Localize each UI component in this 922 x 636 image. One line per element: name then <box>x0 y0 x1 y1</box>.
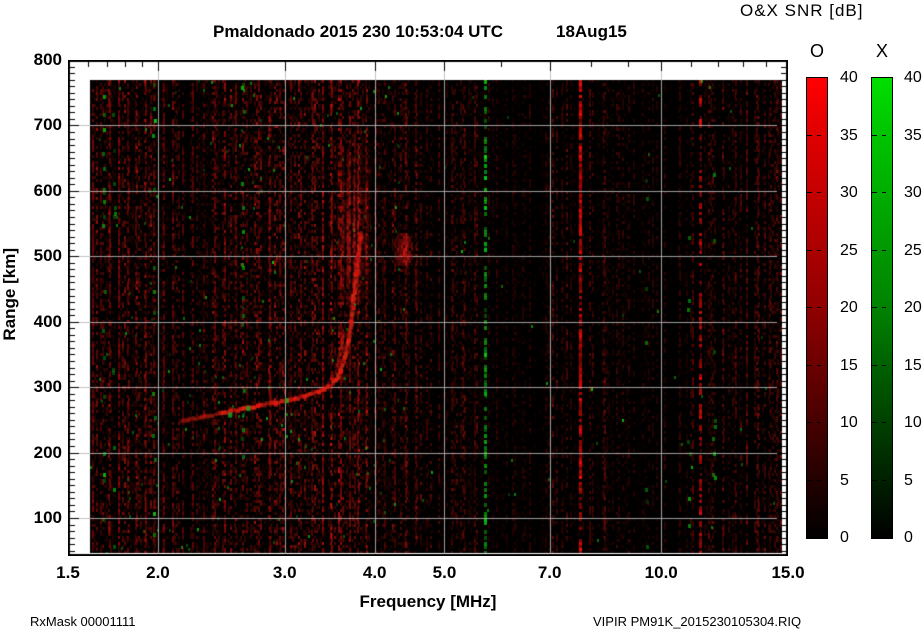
colorbar-tick-label: 30 <box>904 184 922 201</box>
rxmask-label: RxMask 00001111 <box>30 614 136 629</box>
colorbar-tick-label: 20 <box>904 299 922 316</box>
colorbar-tick-label: 15 <box>840 356 858 374</box>
colorbar-title: O&X SNR [dB] <box>740 1 864 20</box>
page-title: Pmaldonado 2015 230 10:53:04 UTC <box>213 22 504 41</box>
colorbar-tick <box>807 134 821 136</box>
colorbar-tick <box>872 422 886 423</box>
colorbar-tick <box>807 192 821 193</box>
colorbar-tick <box>807 307 821 308</box>
colorbar-o-gradient <box>806 77 828 539</box>
colorbar-tick <box>807 422 821 423</box>
y-tick-label: 100 <box>33 508 62 527</box>
colorbar-tick <box>872 192 886 193</box>
colorbar-tick-label: 10 <box>904 414 922 431</box>
colorbar-tick-label: 30 <box>840 184 858 201</box>
colorbar-tick <box>807 249 821 251</box>
date-label: 18Aug15 <box>556 22 627 41</box>
y-tick-label: 200 <box>33 442 62 462</box>
x-tick-label: 15.0 <box>771 563 805 582</box>
plot-area <box>68 60 788 556</box>
colorbar-tick <box>872 307 886 308</box>
x-tick-label: 1.5 <box>56 563 80 582</box>
colorbar-tick-label: 40 <box>840 69 858 86</box>
y-tick-label: 700 <box>33 115 62 135</box>
colorbar-tick-label: 5 <box>904 471 913 489</box>
colorbar-tick <box>807 364 821 366</box>
y-tick-label: 600 <box>33 180 62 200</box>
x-tick-label: 10.0 <box>644 563 678 582</box>
colorbar-tick-label: 20 <box>840 299 858 316</box>
colorbar-tick-label: 40 <box>904 69 922 86</box>
x-tick-label: 4.0 <box>362 563 387 582</box>
y-tick-label: 500 <box>33 246 62 266</box>
colorbar-tick-label: 5 <box>840 471 849 489</box>
colorbar-tick-label: 35 <box>840 126 858 144</box>
colorbar-tick <box>807 479 821 481</box>
colorbar-tick <box>872 479 886 481</box>
y-tick-label: 800 <box>33 50 62 69</box>
x-tick-label: 2.0 <box>146 563 170 582</box>
x-tick-label: 5.0 <box>432 563 457 582</box>
ionogram-canvas <box>68 60 788 556</box>
colorbar-tick <box>872 134 886 136</box>
x-axis-label: Frequency [MHz] <box>359 592 497 611</box>
colorbar-tick <box>872 364 886 366</box>
file-label: VIPIR PM91K_2015230105304.RIQ <box>593 614 802 629</box>
colorbar-tick-label: 35 <box>904 126 922 144</box>
x-tick-label: 7.0 <box>537 563 562 582</box>
colorbar-tick <box>872 249 886 251</box>
y-tick-label: 300 <box>33 377 62 397</box>
colorbar-x-header: X <box>875 41 888 61</box>
colorbar-x-gradient <box>871 77 893 539</box>
colorbar-tick-label: 25 <box>904 241 922 259</box>
y-tick-label: 400 <box>33 311 62 331</box>
colorbar-tick-label: 10 <box>840 414 858 431</box>
colorbar-tick-label: 0 <box>840 529 849 546</box>
x-tick-label: 3.0 <box>272 563 297 582</box>
colorbar-tick-label: 25 <box>840 241 858 259</box>
colorbar-o-header: O <box>809 41 824 61</box>
colorbar-tick-label: 0 <box>904 529 913 546</box>
colorbar-tick-label: 15 <box>904 356 922 374</box>
